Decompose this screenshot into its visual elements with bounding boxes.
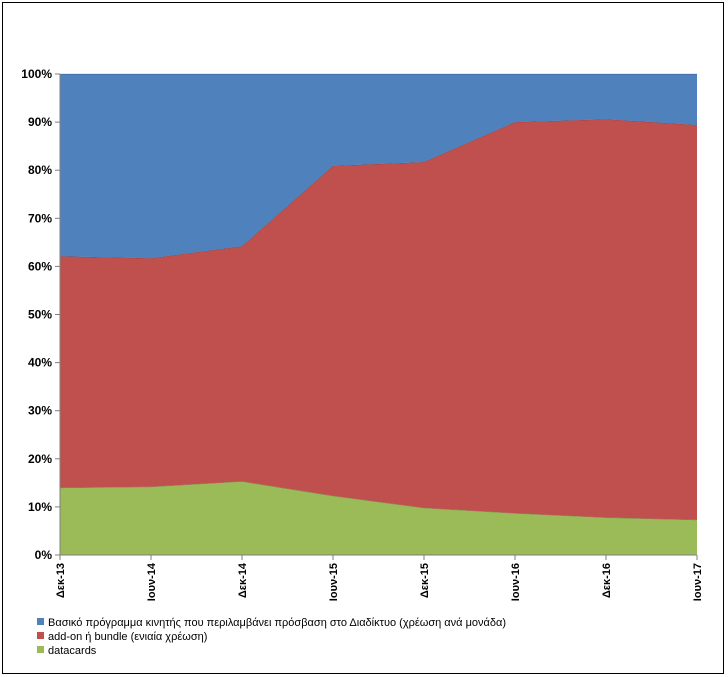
y-tick-label: 40% (28, 356, 52, 370)
area-series-2 (60, 74, 697, 259)
y-tick-label: 100% (21, 67, 52, 81)
x-tick-label: Δεκ-13 (55, 563, 67, 598)
y-tick-label: 0% (35, 548, 53, 562)
x-tick-label: Ιουν-15 (328, 563, 340, 601)
legend-label: Βασικό πρόγραμμα κινητής που περιλαμβάνε… (48, 617, 506, 629)
y-tick-label: 50% (28, 308, 52, 322)
y-tick-label: 70% (28, 211, 52, 225)
x-tick-label: Δεκ-14 (237, 562, 249, 598)
area-series-0 (60, 481, 697, 555)
x-tick-label: Δεκ-16 (601, 563, 613, 598)
x-tick-label: Ιουν-16 (510, 563, 522, 601)
legend-swatch (37, 646, 44, 653)
x-tick-label: Ιουν-17 (692, 563, 704, 601)
legend-label: datacards (48, 645, 97, 657)
x-tick-label: Ιουν-14 (146, 562, 158, 601)
y-tick-label: 90% (28, 115, 52, 129)
legend-label: add-on ή bundle (ενιαία χρέωση) (48, 631, 207, 643)
y-tick-label: 80% (28, 163, 52, 177)
y-tick-label: 20% (28, 452, 52, 466)
legend-swatch (37, 632, 44, 639)
y-tick-label: 60% (28, 259, 52, 273)
y-tick-label: 30% (28, 404, 52, 418)
stacked-area-chart: 0% 10% 20% 30% 40% 50% 60% 70% 80% 90% 100% Δεκ-13 Ι… (21, 67, 704, 657)
area-series-1 (60, 119, 697, 520)
x-tick-label: Δεκ-15 (419, 563, 431, 598)
y-tick-label: 10% (28, 500, 52, 514)
legend-swatch (37, 618, 44, 625)
